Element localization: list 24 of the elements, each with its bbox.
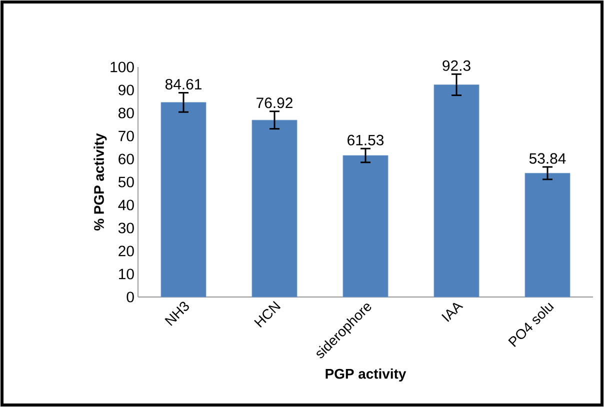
- y-tick-label: 90: [118, 84, 134, 96]
- bar: [160, 102, 206, 298]
- data-label: 84.61: [165, 78, 202, 90]
- x-tick-label: IAA: [442, 302, 464, 322]
- y-tick-label: 20: [118, 246, 134, 256]
- y-tick-label: 30: [118, 222, 134, 234]
- bar: [252, 120, 298, 298]
- y-tick-label: 100: [110, 62, 134, 72]
- y-axis-title: % PGP activity: [94, 133, 107, 230]
- y-tick-label: 70: [118, 130, 134, 142]
- y-tick-label: 60: [118, 154, 134, 164]
- y-tick-label: 80: [118, 108, 134, 118]
- data-label: 92.3: [442, 60, 470, 71]
- y-tick-label: 50: [118, 176, 134, 188]
- data-label: 53.84: [529, 153, 566, 164]
- bar: [342, 155, 388, 298]
- data-label: 76.92: [256, 98, 292, 108]
- y-tick-label: 0: [126, 292, 134, 302]
- y-tick-label: 10: [119, 268, 134, 280]
- data-label: 61.53: [348, 134, 384, 146]
- bar: [434, 84, 480, 298]
- y-tick-label: 40: [118, 200, 134, 210]
- x-axis-title: PGP activity: [326, 368, 406, 382]
- bar: [524, 172, 570, 298]
